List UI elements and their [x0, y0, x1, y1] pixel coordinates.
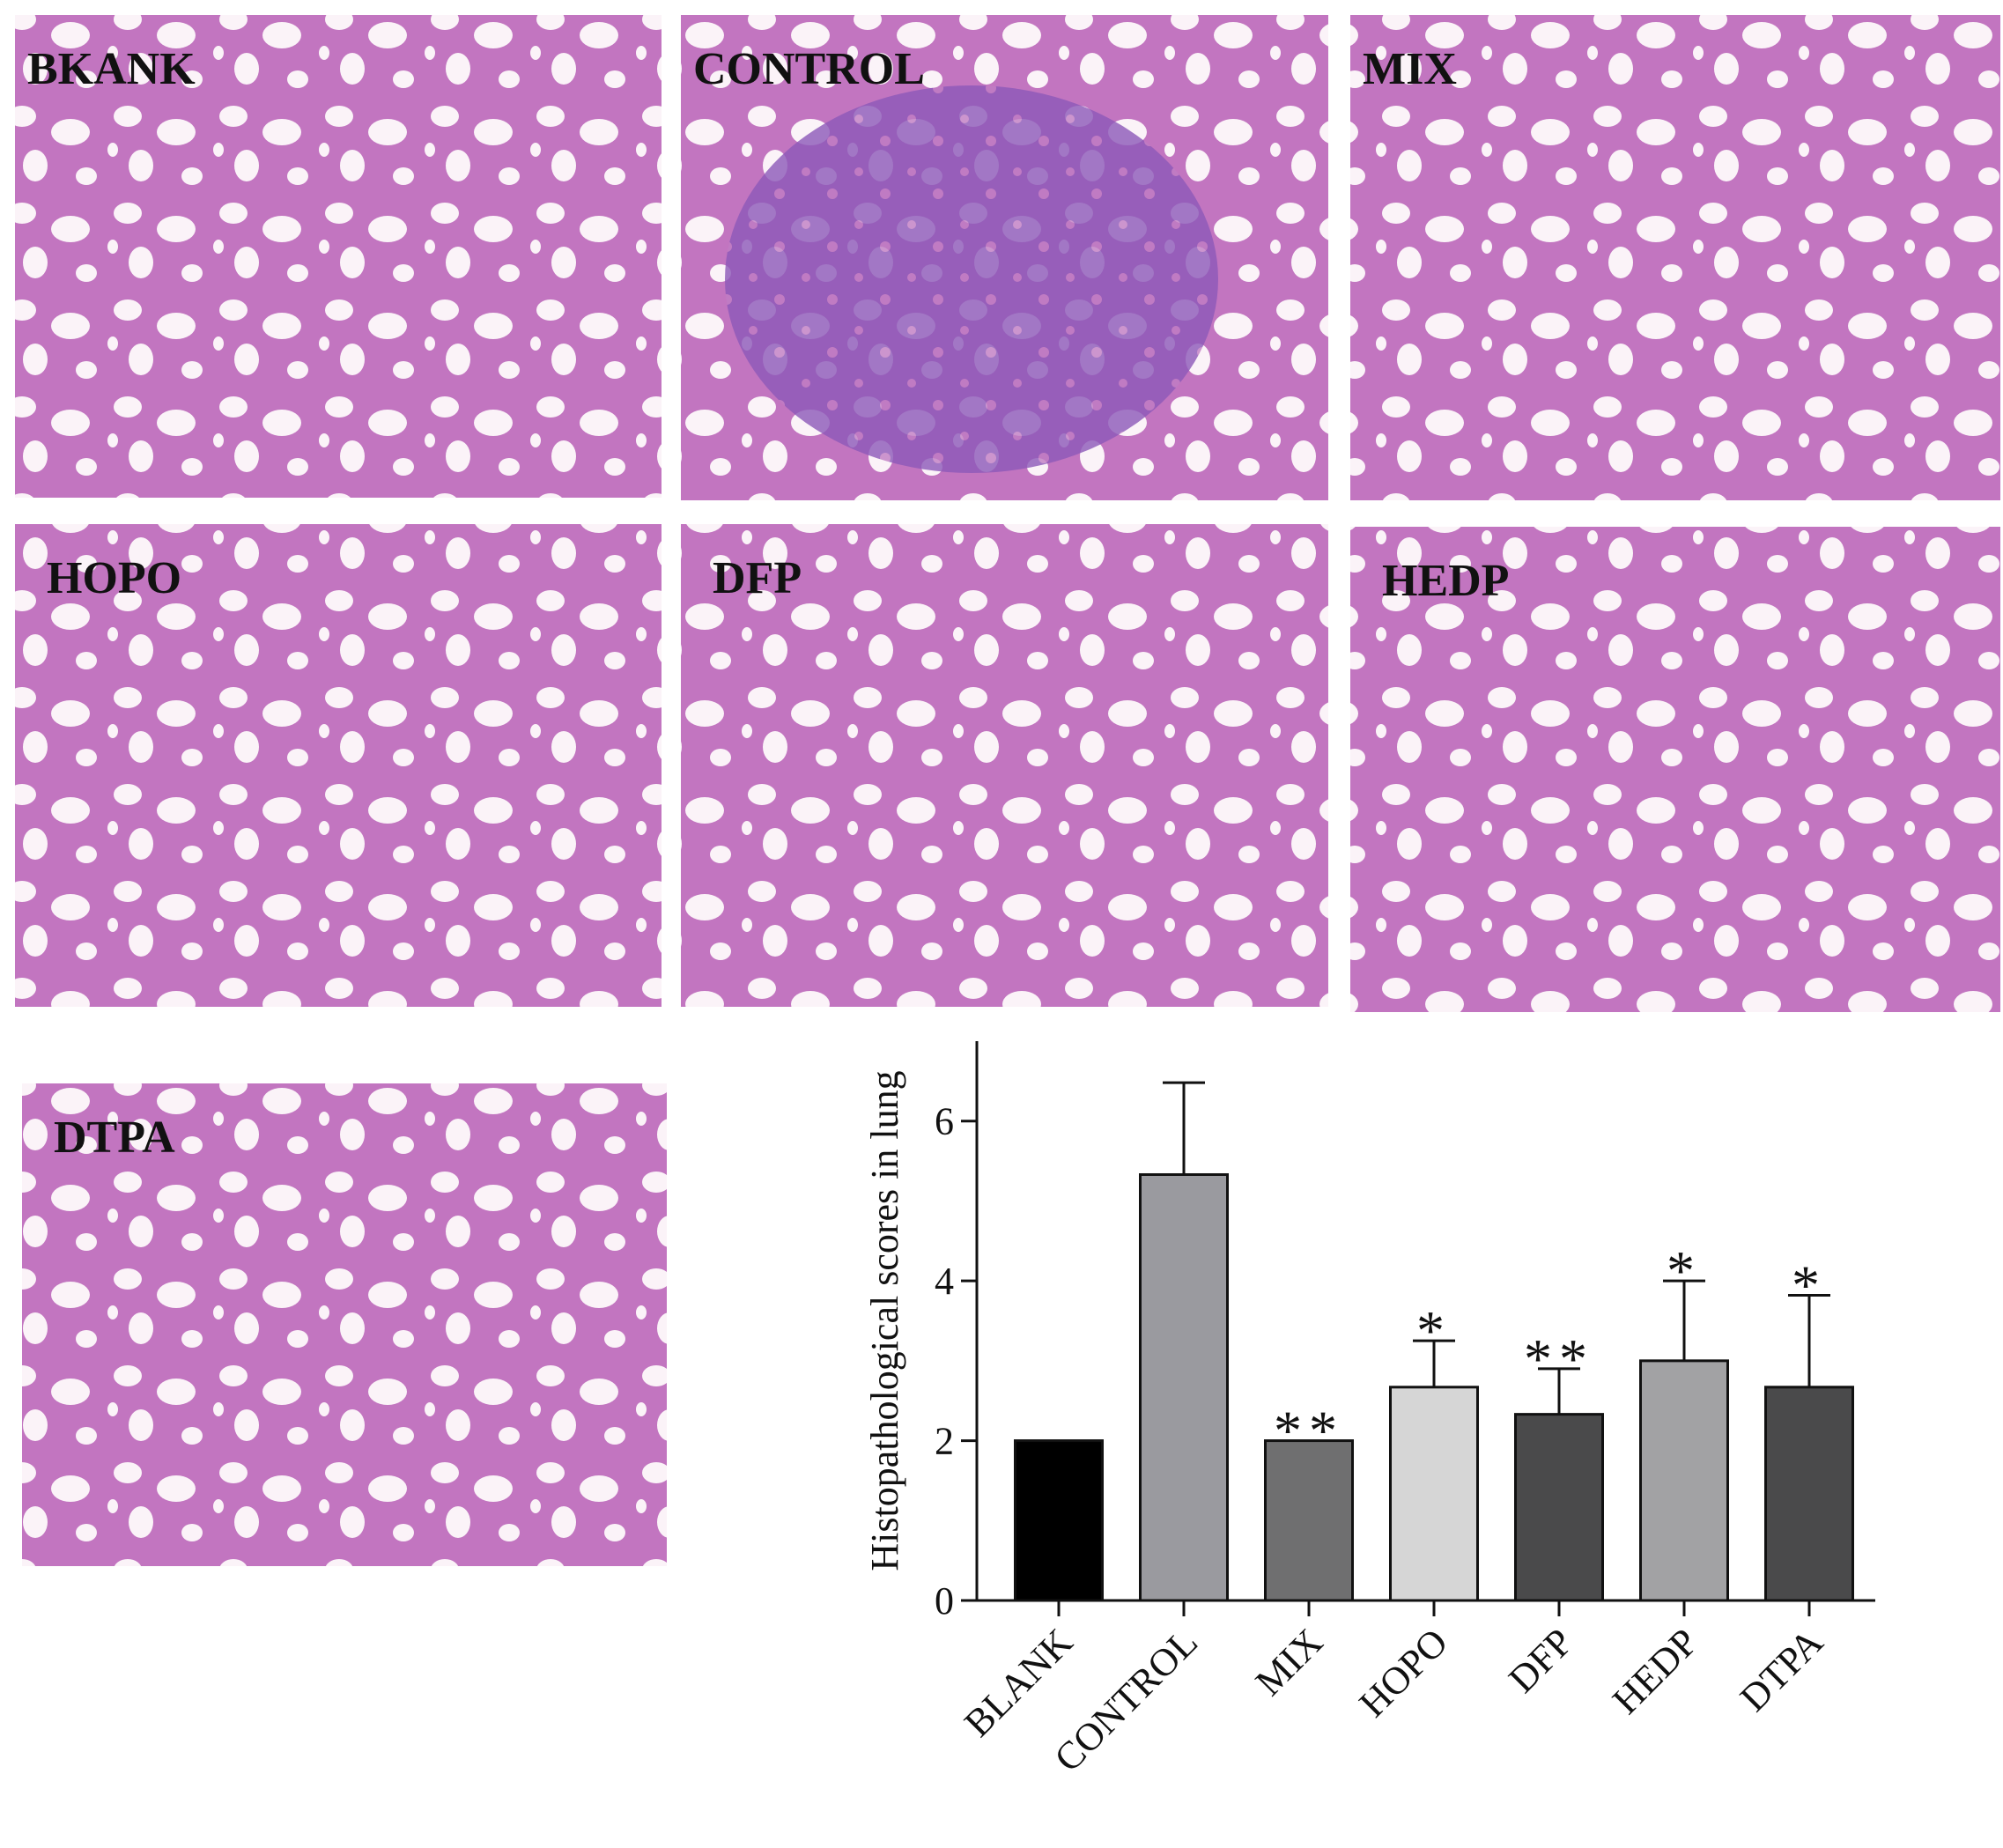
y-axis-title: Histopathological scores in lung — [863, 1070, 906, 1571]
panel-label: MIX — [1363, 44, 1457, 94]
bar — [1514, 1413, 1604, 1602]
panel-label: HEDP — [1382, 556, 1509, 606]
bar — [1139, 1172, 1229, 1602]
significance: * — [1792, 1253, 1827, 1316]
x-tick-label: MIX — [1247, 1620, 1331, 1704]
micrograph — [15, 15, 662, 498]
panel-label: DFP — [713, 553, 802, 603]
x-tick-label: HEDP — [1604, 1620, 1706, 1722]
x-tick-label: HOPO — [1351, 1620, 1456, 1725]
significance: * — [1667, 1239, 1702, 1302]
micrograph — [15, 524, 662, 1007]
bar — [1014, 1439, 1104, 1602]
significance: ** — [1274, 1400, 1344, 1462]
micrograph — [1350, 15, 2000, 500]
bar — [1764, 1386, 1854, 1602]
bar — [1264, 1439, 1354, 1602]
x-tick-label: DFP — [1500, 1620, 1581, 1701]
micrograph-region — [725, 85, 1218, 473]
x-tick-label: BLANK — [956, 1620, 1081, 1745]
panel-label: HOPO — [47, 553, 181, 603]
panel-label: DTPA — [54, 1112, 175, 1163]
significance: * — [1416, 1299, 1452, 1362]
y-tick-label: 6 — [935, 1100, 954, 1143]
panel-label: BKANK — [27, 44, 196, 94]
x-tick-label: DTPA — [1732, 1620, 1831, 1719]
panel-label: CONTROL — [693, 44, 925, 94]
bar — [1389, 1386, 1479, 1602]
y-tick-label: 4 — [935, 1260, 954, 1303]
y-tick-label: 2 — [935, 1420, 954, 1463]
micrograph — [1350, 527, 2000, 1012]
micrograph — [22, 1083, 667, 1566]
y-tick-label: 0 — [935, 1579, 954, 1623]
bar — [1639, 1359, 1729, 1602]
micrograph — [681, 524, 1328, 1007]
significance: ** — [1524, 1327, 1594, 1390]
